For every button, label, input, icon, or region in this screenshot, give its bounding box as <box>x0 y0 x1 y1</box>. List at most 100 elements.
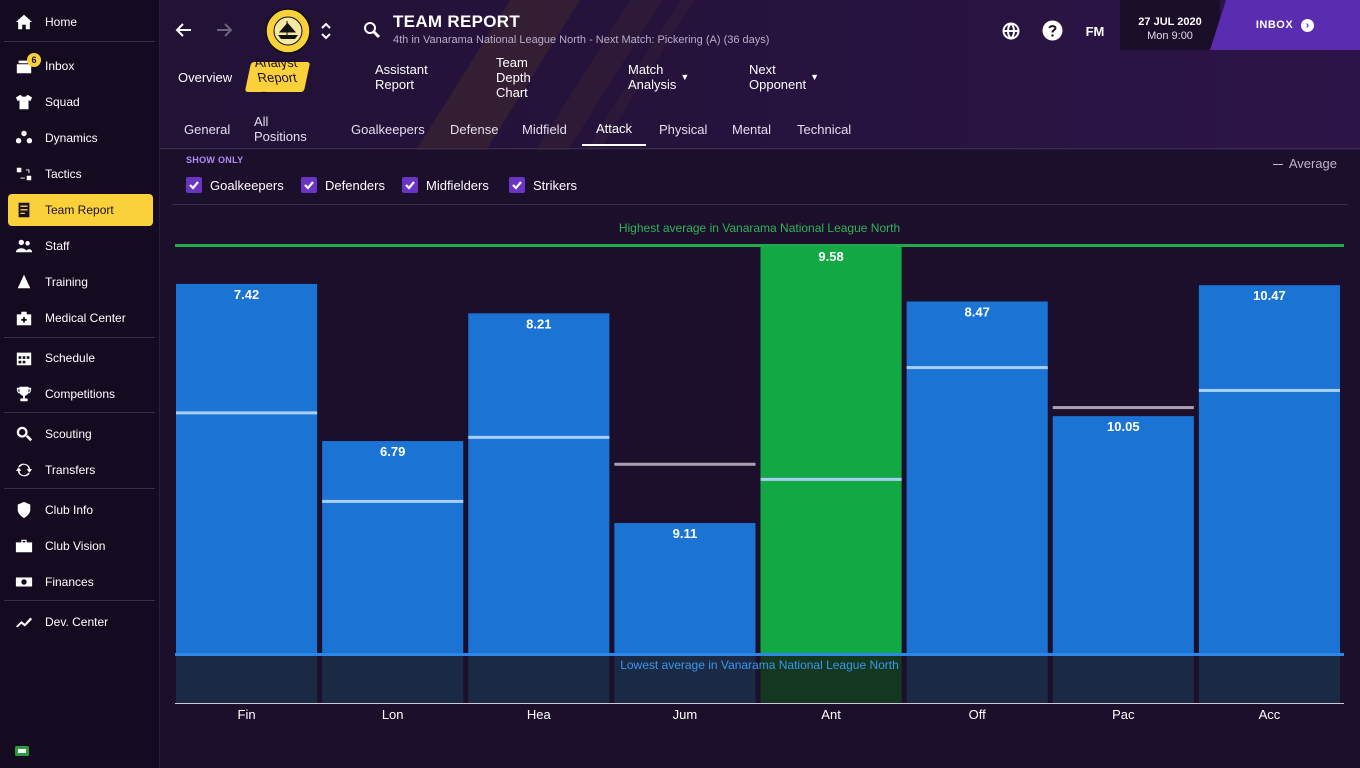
sidebar-divider <box>4 337 155 338</box>
sidebar-item-squad[interactable]: Squad <box>8 86 153 118</box>
sidebar-item-label: Club Info <box>45 503 94 517</box>
forward-button[interactable] <box>212 18 236 42</box>
sidebar-item-training[interactable]: Training <box>8 266 153 298</box>
tab-physical[interactable]: Physical <box>659 121 708 137</box>
sidebar-item-competitions[interactable]: Competitions <box>8 378 153 410</box>
data-label: 9.58 <box>818 249 843 264</box>
tab-overview[interactable]: Overview <box>178 62 232 92</box>
sidebar-item-club-info[interactable]: Club Info <box>8 494 153 526</box>
sidebar-item-medical-center[interactable]: Medical Center <box>8 302 153 334</box>
highest-average-label: Highest average in Vanarama National Lea… <box>619 221 900 235</box>
data-label: 10.47 <box>1253 288 1286 303</box>
arrow-right-icon <box>217 23 233 37</box>
shirt-icon <box>13 93 35 111</box>
data-label: 9.11 <box>673 526 698 541</box>
defenders-checkbox[interactable]: Defenders <box>301 176 385 194</box>
inbox-continue-button[interactable]: INBOX › <box>1210 0 1360 50</box>
average-marker <box>906 366 1048 370</box>
sidebar-item-team-report[interactable]: Team Report <box>8 194 153 226</box>
sidebar-item-club-vision[interactable]: Club Vision <box>8 530 153 562</box>
sidebar-item-label: Staff <box>45 239 70 253</box>
tab-technical[interactable]: Technical <box>797 121 852 137</box>
goalkeepers-checkbox[interactable]: Goalkeepers <box>186 176 284 194</box>
fm-menu-button[interactable]: FM <box>1085 23 1105 39</box>
tab-team-depth-chart[interactable]: Team Depth Chart <box>496 55 531 100</box>
tab-goalkeepers[interactable]: Goalkeepers <box>351 121 425 137</box>
filter-divider <box>172 204 1348 205</box>
strikers-checkbox[interactable]: Strikers <box>509 176 577 194</box>
sidebar-item-finances[interactable]: Finances <box>8 566 153 598</box>
tab-defense[interactable]: Defense <box>450 121 499 137</box>
sidebar-divider <box>4 488 155 489</box>
tab-label: Assistant Report <box>375 62 428 92</box>
tab-midfield[interactable]: Midfield <box>522 121 567 137</box>
tab-attack[interactable]: Attack <box>582 112 646 146</box>
current-time: Mon 9:00 <box>1147 30 1193 42</box>
sidebar-item-label: Competitions <box>45 387 116 401</box>
tab-assistant-report[interactable]: Assistant Report <box>375 62 428 92</box>
sidebar-item-label: Scouting <box>45 427 92 441</box>
chevron-down-icon: ▼ <box>810 72 820 82</box>
sidebar-item-tactics[interactable]: Tactics <box>8 158 153 190</box>
chevron-down-icon: ▼ <box>258 88 270 99</box>
sidebar-item-home[interactable]: Home <box>8 6 153 38</box>
training-icon <box>13 273 35 291</box>
average-marker <box>1052 406 1194 410</box>
sidebar-item-label: Dynamics <box>45 131 98 145</box>
sidebar-item-schedule[interactable]: Schedule <box>8 342 153 374</box>
globe-button[interactable] <box>1000 20 1022 42</box>
help-icon <box>1042 20 1062 40</box>
tab-label: Team Depth Chart <box>496 54 531 100</box>
checkmark-icon <box>509 177 525 193</box>
average-marker <box>760 477 902 481</box>
club-switcher[interactable] <box>317 16 335 46</box>
checkbox-label: Strikers <box>533 177 578 193</box>
sidebar-item-staff[interactable]: Staff <box>8 230 153 262</box>
sidebar-item-label: Tactics <box>45 167 82 181</box>
date-display[interactable]: 27 JUL 2020 Mon 9:00 <box>1120 0 1220 50</box>
bar-off <box>906 301 1048 654</box>
club-badge[interactable] <box>265 8 311 54</box>
tab-all-positions[interactable]: All Positions <box>254 114 307 144</box>
x-tick-label: Fin <box>238 707 256 722</box>
tab-label: Analyst Report <box>252 54 299 85</box>
tab-analyst-report[interactable]: Analyst Report ▼ <box>244 55 310 99</box>
sidebar-item-transfers[interactable]: Transfers <box>8 454 153 486</box>
calendar-icon <box>13 349 35 367</box>
data-label: 6.79 <box>380 444 405 459</box>
home-icon <box>13 13 35 31</box>
average-marker <box>322 499 464 503</box>
tab-mental[interactable]: Mental <box>732 121 772 137</box>
chevron-down-icon <box>321 33 331 40</box>
sidebar-item-label: Training <box>45 275 88 289</box>
back-button[interactable] <box>172 18 196 42</box>
page-subtitle: 4th in Vanarama National League North - … <box>393 34 770 46</box>
bar-hea <box>468 313 610 654</box>
current-date: 27 JUL 2020 <box>1138 16 1202 28</box>
scouting-icon <box>13 425 35 443</box>
bar-base-strip <box>614 654 756 703</box>
data-label: 10.05 <box>1107 419 1140 434</box>
shield-icon <box>13 501 35 519</box>
checkbox-label: Midfielders <box>426 177 489 193</box>
trophy-icon <box>13 385 35 403</box>
bar-base-strip <box>906 654 1048 703</box>
sidebar-item-inbox[interactable]: 6 Inbox <box>8 50 153 82</box>
help-button[interactable] <box>1041 19 1063 41</box>
tab-next-opponent[interactable]: Next Opponent ▼ <box>749 62 819 92</box>
briefcase-icon <box>13 537 35 555</box>
sidebar-item-dev-center[interactable]: Dev. Center <box>8 606 153 638</box>
sidebar-item-scouting[interactable]: Scouting <box>8 418 153 450</box>
medical-icon <box>13 309 35 327</box>
bar-fin <box>176 283 318 654</box>
legend-average-label: Average <box>1288 156 1337 171</box>
x-tick-label: Off <box>969 707 986 722</box>
finances-icon <box>13 573 35 591</box>
tab-general[interactable]: General <box>184 121 231 137</box>
sidebar-item-dynamics[interactable]: Dynamics <box>8 122 153 154</box>
chart-legend: Average <box>1272 156 1337 171</box>
midfielders-checkbox[interactable]: Midfielders <box>402 176 489 194</box>
transfers-icon <box>13 461 35 479</box>
tab-match-analysis[interactable]: Match Analysis ▼ <box>628 62 689 92</box>
search-button[interactable] <box>362 20 382 40</box>
